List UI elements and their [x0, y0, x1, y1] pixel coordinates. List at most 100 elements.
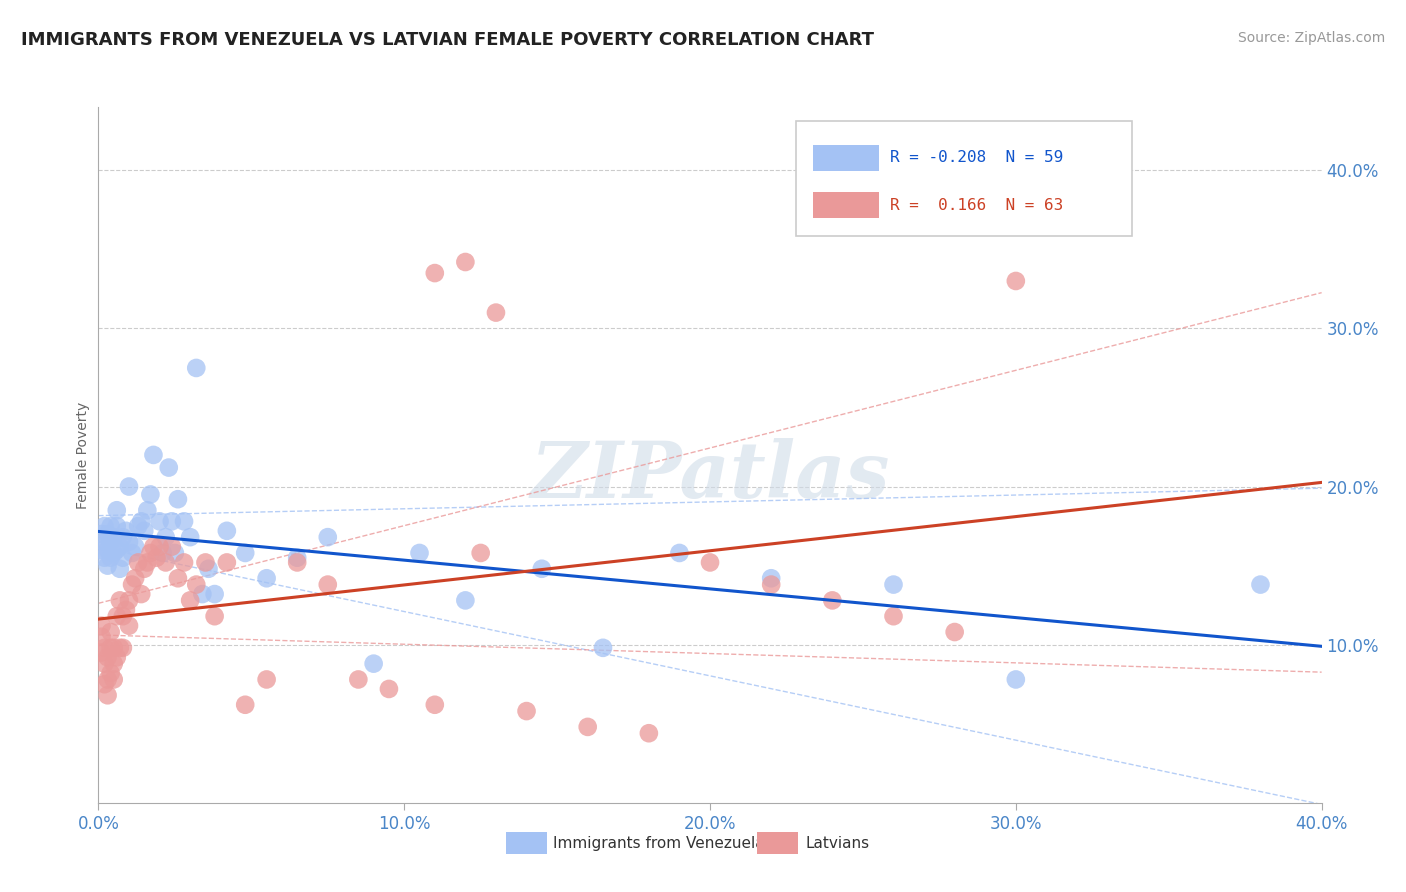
Point: [103, 640, 125, 655]
Point: [173, 514, 195, 528]
Point: [167, 571, 190, 585]
Point: [139, 546, 162, 560]
Point: [530, 562, 553, 576]
Point: [576, 720, 599, 734]
Point: [124, 571, 146, 585]
Point: [103, 530, 125, 544]
Point: [233, 698, 256, 712]
Text: Source: ZipAtlas.com: Source: ZipAtlas.com: [1237, 31, 1385, 45]
Point: [142, 448, 165, 462]
Point: [285, 556, 308, 570]
Point: [136, 556, 159, 570]
Point: [142, 540, 165, 554]
Text: IMMIGRANTS FROM VENEZUELA VS LATVIAN FEMALE POVERTY CORRELATION CHART: IMMIGRANTS FROM VENEZUELA VS LATVIAN FEM…: [21, 31, 875, 49]
Point: [423, 698, 446, 712]
Point: [139, 487, 162, 501]
Point: [1249, 577, 1271, 591]
Point: [108, 640, 131, 655]
Point: [883, 609, 905, 624]
Point: [121, 546, 143, 560]
Point: [759, 577, 782, 591]
Point: [204, 587, 226, 601]
Point: [363, 657, 385, 671]
Point: [1004, 673, 1026, 687]
Point: [93, 550, 115, 565]
Point: [90, 542, 112, 557]
Point: [179, 530, 201, 544]
Point: [485, 305, 508, 319]
Point: [97, 688, 120, 702]
Y-axis label: Female Poverty: Female Poverty: [76, 401, 90, 508]
Point: [97, 558, 120, 573]
Point: [215, 556, 238, 570]
Point: [108, 562, 131, 576]
Point: [90, 527, 112, 541]
Point: [100, 534, 122, 549]
FancyBboxPatch shape: [506, 832, 547, 855]
Point: [127, 556, 149, 570]
Point: [103, 657, 125, 671]
Point: [118, 593, 141, 607]
Point: [115, 524, 138, 538]
Point: [149, 540, 172, 554]
Point: [167, 492, 190, 507]
Point: [157, 460, 180, 475]
Point: [186, 577, 208, 591]
Point: [256, 673, 278, 687]
Point: [516, 704, 538, 718]
Point: [233, 546, 256, 560]
Text: Immigrants from Venezuela: Immigrants from Venezuela: [554, 836, 765, 851]
Point: [90, 630, 112, 644]
Point: [454, 255, 477, 269]
Point: [378, 681, 401, 696]
Point: [97, 527, 120, 541]
Point: [90, 646, 112, 660]
Point: [103, 673, 125, 687]
Point: [759, 571, 782, 585]
Point: [124, 540, 146, 554]
Point: [316, 577, 339, 591]
Point: [668, 546, 690, 560]
Point: [118, 479, 141, 493]
Point: [129, 514, 152, 528]
Point: [108, 593, 131, 607]
FancyBboxPatch shape: [813, 192, 879, 219]
Point: [105, 609, 128, 624]
Point: [97, 542, 120, 557]
Text: R =  0.166  N = 63: R = 0.166 N = 63: [890, 198, 1063, 212]
Text: Latvians: Latvians: [806, 836, 869, 851]
Point: [134, 562, 156, 576]
Point: [145, 550, 167, 565]
Point: [160, 540, 183, 554]
Point: [105, 650, 128, 665]
Point: [127, 519, 149, 533]
Point: [699, 556, 721, 570]
Point: [256, 571, 278, 585]
Point: [121, 577, 143, 591]
Point: [108, 540, 131, 554]
Point: [821, 593, 844, 607]
Point: [215, 524, 238, 538]
Point: [129, 587, 152, 601]
Point: [111, 530, 134, 544]
Point: [103, 546, 125, 560]
Point: [115, 603, 138, 617]
Text: ZIPatlas: ZIPatlas: [530, 438, 890, 514]
Point: [163, 546, 186, 560]
Point: [100, 666, 122, 681]
Point: [105, 503, 128, 517]
Point: [194, 556, 217, 570]
Point: [883, 577, 905, 591]
Point: [155, 530, 177, 544]
Point: [93, 657, 115, 671]
Point: [316, 530, 339, 544]
Point: [111, 640, 134, 655]
Point: [204, 609, 226, 624]
Point: [90, 618, 112, 632]
Point: [97, 650, 120, 665]
Point: [179, 593, 201, 607]
Point: [118, 618, 141, 632]
Text: R = -0.208  N = 59: R = -0.208 N = 59: [890, 151, 1063, 165]
Point: [118, 534, 141, 549]
Point: [152, 546, 174, 560]
